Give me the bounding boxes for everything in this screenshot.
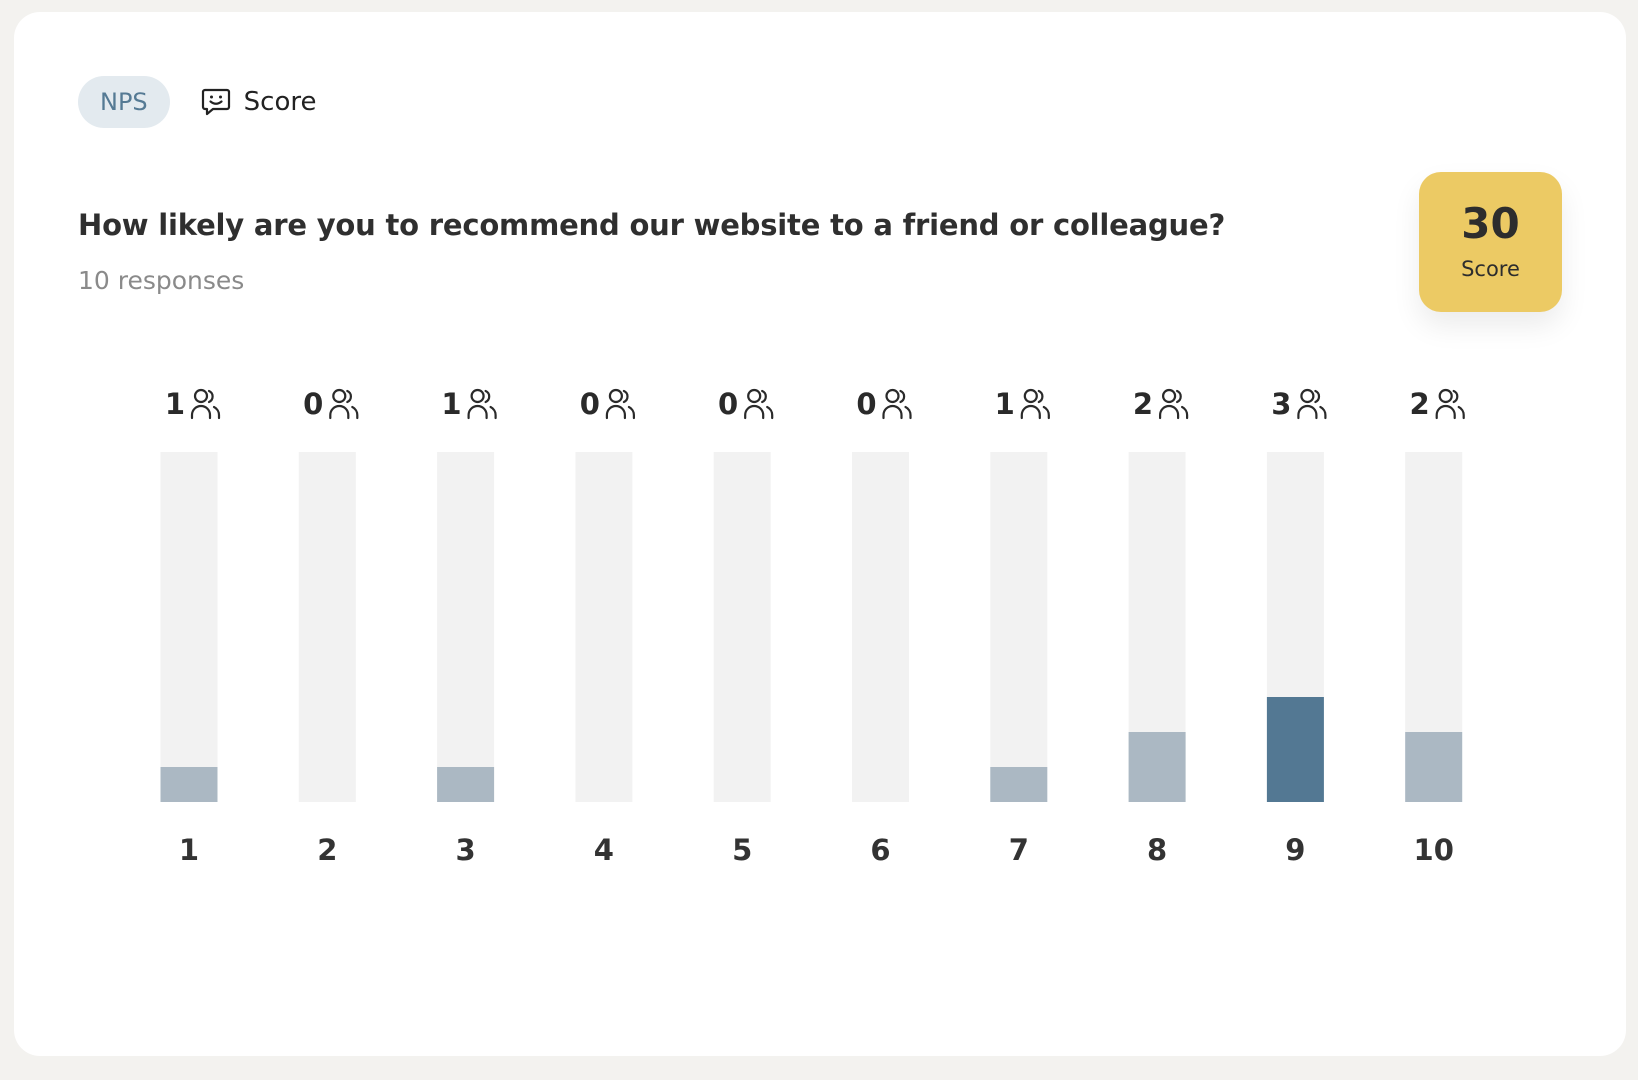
count-label-2: 0 [303,387,323,421]
count-label-4: 0 [580,387,600,421]
users-icon [605,388,636,420]
count-label-6: 0 [856,387,876,421]
category-label-3: 3 [456,833,476,867]
category-label-9: 9 [1285,833,1305,867]
nps-score-value: 30 [1461,199,1520,248]
category-label-1: 1 [179,833,199,867]
count-label-3: 1 [441,387,461,421]
count-label-10: 2 [1410,387,1430,421]
bar-group-6: 06 [852,387,912,867]
nps-badge: NPS [78,76,170,128]
users-icon [190,388,221,420]
count-label-5: 0 [718,387,738,421]
category-label-2: 2 [317,833,337,867]
users-icon [1158,388,1189,420]
bar-track-7 [990,452,1048,802]
bar-8 [1128,732,1186,802]
users-icon [467,388,497,420]
bar-group-7: 17 [990,387,1050,867]
category-label-4: 4 [594,833,614,867]
chat-smile-icon [200,86,232,118]
category-label-10: 10 [1414,833,1454,867]
responses-count: 10 responses [78,266,245,295]
users-icon [744,388,774,420]
bar-track-1 [160,452,218,802]
bar-10 [1405,732,1463,802]
nps-card: NPS Score How likely are you to recommen… [14,12,1626,1056]
users-icon [1020,388,1050,420]
bar-9 [1266,697,1324,802]
count-label-9: 3 [1271,387,1291,421]
bar-group-9: 39 [1266,387,1327,867]
count-label-7: 1 [995,387,1015,421]
bar-7 [990,767,1048,802]
bar-group-10: 2 10 [1405,387,1465,867]
bar-track-4 [575,452,633,802]
question-title: How likely are you to recommend our webs… [78,208,1226,242]
bar-group-2: 02 [298,387,359,867]
bar-track-5 [713,452,771,802]
bar-3 [437,767,495,802]
users-icon [1435,388,1465,420]
users-icon [329,388,359,420]
bar-group-5: 05 [713,387,774,867]
question-type-label: Score [243,87,317,117]
nps-score-box: 30 Score [1419,172,1562,312]
bar-track-6 [852,452,909,802]
bar-group-4: 04 [575,387,636,867]
category-label-6: 6 [870,833,890,867]
category-label-5: 5 [732,833,752,867]
count-label-1: 1 [165,387,185,421]
bar-group-8: 28 [1128,387,1189,867]
bar-track-3 [437,452,495,802]
category-label-7: 7 [1009,833,1029,867]
users-icon [882,388,912,420]
bar-1 [160,767,218,802]
users-icon [1297,388,1327,420]
bar-track-2 [298,452,356,802]
bar-group-1: 11 [160,387,221,867]
category-label-8: 8 [1147,833,1167,867]
bar-group-3: 13 [437,387,497,867]
question-type-tag: Score [200,86,317,118]
count-label-8: 2 [1133,387,1153,421]
tag-row: NPS Score [78,76,317,128]
nps-score-label: Score [1461,257,1520,281]
